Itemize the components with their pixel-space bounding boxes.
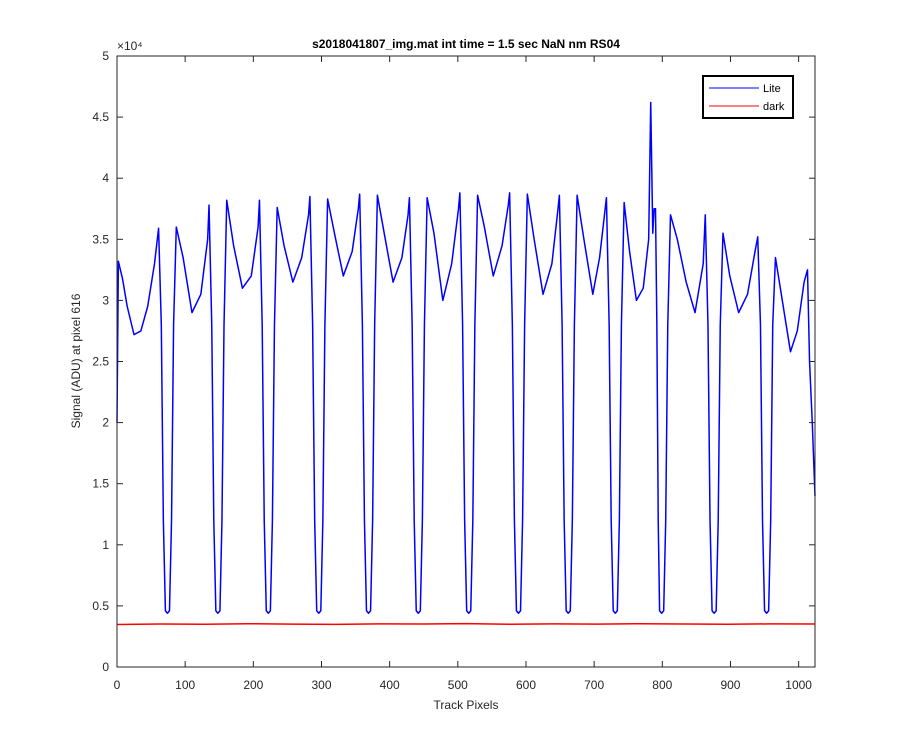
x-axis-label: Track Pixels bbox=[434, 698, 499, 712]
legend-label: Lite bbox=[763, 83, 781, 95]
y-tick-label: 1 bbox=[102, 538, 109, 552]
line-series bbox=[116, 622, 816, 626]
y-axis-label: Signal (ADU) at pixel 616 bbox=[69, 293, 83, 428]
x-tick-label: 700 bbox=[584, 678, 604, 692]
x-tick-label: 1000 bbox=[785, 678, 812, 692]
line-series bbox=[116, 101, 816, 614]
x-tick-label: 200 bbox=[243, 678, 263, 692]
y-tick-label: 2.5 bbox=[92, 355, 109, 369]
y-tick-label: 2 bbox=[102, 416, 109, 430]
y-tick-label: 5 bbox=[102, 49, 109, 63]
x-tick-label: 500 bbox=[448, 678, 468, 692]
x-tick-label: 900 bbox=[720, 678, 740, 692]
x-tick-label: 100 bbox=[175, 678, 195, 692]
chart-title: s2018041807_img.mat int time = 1.5 sec N… bbox=[312, 37, 620, 51]
legend-box bbox=[702, 75, 794, 119]
x-tick-label: 800 bbox=[652, 678, 672, 692]
y-tick-label: 1.5 bbox=[92, 477, 109, 491]
legend-label: dark bbox=[763, 101, 785, 113]
x-tick-label: 600 bbox=[516, 678, 536, 692]
y-tick-label: 3 bbox=[102, 293, 109, 307]
y-tick-label: 0 bbox=[102, 660, 109, 674]
y-tick-label: 4.5 bbox=[92, 110, 109, 124]
y-tick-label: 0.5 bbox=[92, 599, 109, 613]
y-tick-label: 3.5 bbox=[92, 232, 109, 246]
x-tick-label: 400 bbox=[380, 678, 400, 692]
y-multiplier: ×10⁴ bbox=[117, 39, 143, 53]
x-tick-label: 300 bbox=[311, 678, 331, 692]
axes-box bbox=[116, 55, 816, 668]
x-tick-label: 0 bbox=[114, 678, 121, 692]
y-tick-label: 4 bbox=[102, 171, 109, 185]
